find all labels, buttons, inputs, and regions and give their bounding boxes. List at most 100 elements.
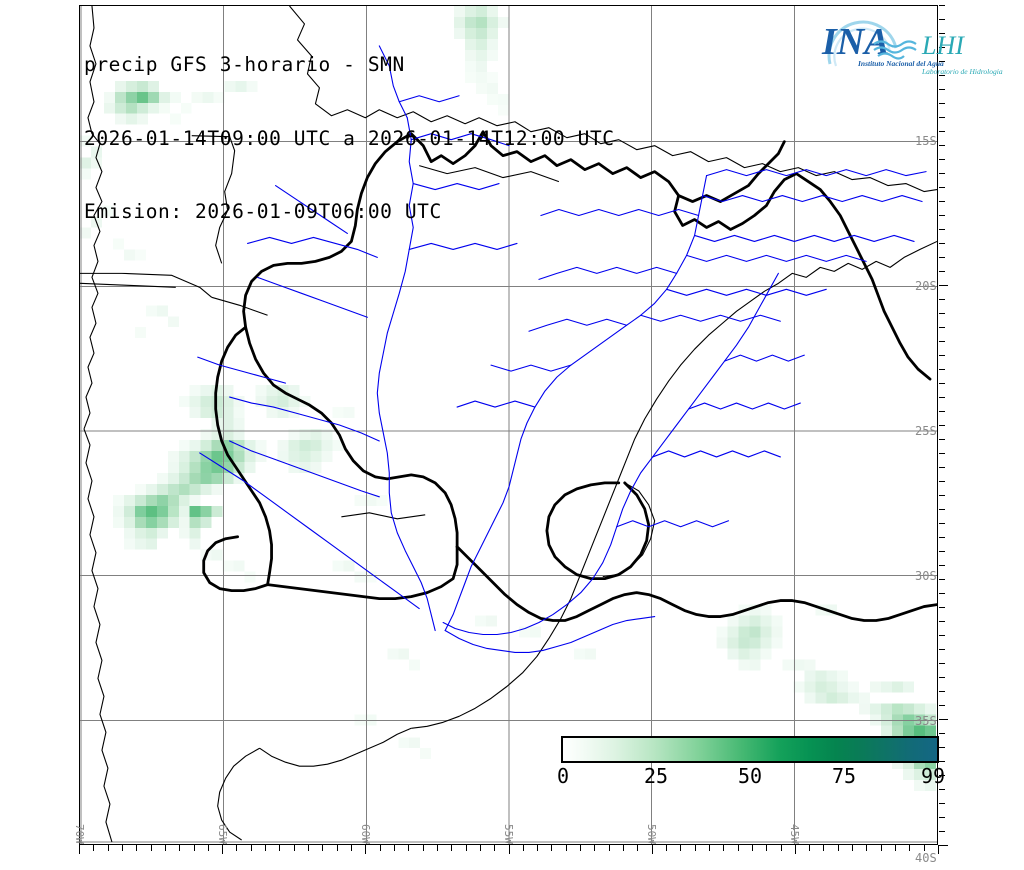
x-tick xyxy=(337,845,338,851)
title-line-2: 2026-01-14T09:00 UTC a 2026-01-14T12:00 … xyxy=(84,126,615,150)
precip-patch-chaco xyxy=(255,385,355,473)
y-tick xyxy=(939,467,945,468)
y-tick xyxy=(939,635,945,636)
x-tick xyxy=(380,845,381,851)
colorbar-tick-25: 25 xyxy=(643,764,669,788)
x-tick xyxy=(408,845,409,851)
y-tick xyxy=(939,75,945,76)
x-tick xyxy=(881,845,882,851)
y-tick xyxy=(939,453,945,454)
lat-label-35s: 35S xyxy=(915,714,937,728)
x-tick xyxy=(566,845,567,851)
colorbar-tick-0: 0 xyxy=(556,764,570,788)
x-tick xyxy=(609,845,610,851)
y-tick xyxy=(939,145,945,146)
y-tick xyxy=(939,117,945,118)
x-tick xyxy=(165,845,166,851)
lon-label-45w: 45W xyxy=(788,824,801,844)
x-tick xyxy=(723,845,724,851)
y-tick xyxy=(939,803,945,804)
y-tick xyxy=(939,523,945,524)
y-tick xyxy=(939,159,945,160)
y-tick xyxy=(939,173,945,174)
y-tick xyxy=(939,397,945,398)
colorbar-tick-75: 75 xyxy=(831,764,857,788)
lat-label-15s: 15S xyxy=(915,134,937,148)
y-tick xyxy=(939,719,948,720)
la-plata-basin-boundary xyxy=(202,130,937,622)
y-tick xyxy=(939,747,945,748)
lat-label-25s: 25S xyxy=(915,424,937,438)
x-tick xyxy=(423,845,424,851)
y-tick xyxy=(939,733,945,734)
x-tick xyxy=(652,845,653,854)
x-tick xyxy=(924,845,925,851)
x-tick xyxy=(151,845,152,851)
x-tick xyxy=(79,845,80,854)
y-tick xyxy=(939,649,945,650)
y-tick xyxy=(939,299,945,300)
lon-label-55w: 55W xyxy=(502,824,515,844)
y-tick xyxy=(939,355,945,356)
river-network xyxy=(197,45,927,654)
logo-ina-subtitle: Instituto Nacional del Agua xyxy=(857,59,944,68)
y-tick xyxy=(939,47,945,48)
x-tick xyxy=(709,845,710,851)
colorbar-tick-50: 50 xyxy=(737,764,763,788)
x-tick xyxy=(809,845,810,851)
x-tick xyxy=(365,845,366,854)
y-tick xyxy=(939,537,945,538)
logo-arc-outer xyxy=(827,20,898,65)
precipitation-colorbar[interactable]: 0 25 50 75 99 xyxy=(557,736,945,792)
y-tick xyxy=(939,705,945,706)
x-tick xyxy=(795,845,796,854)
y-tick xyxy=(939,187,945,188)
precip-field xyxy=(80,6,937,792)
y-tick xyxy=(939,565,945,566)
logo-graphic: INA LHI Instituto Nacional del Agua Labo… xyxy=(821,20,1003,76)
y-tick xyxy=(939,831,945,832)
y-tick xyxy=(939,33,945,34)
y-tick xyxy=(939,439,945,440)
y-tick xyxy=(939,495,945,496)
precip-patch-atlantic-offshore xyxy=(716,604,838,671)
x-tick xyxy=(294,845,295,851)
x-tick xyxy=(279,845,280,851)
y-tick xyxy=(939,383,945,384)
x-tick xyxy=(766,845,767,851)
y-tick xyxy=(939,341,945,342)
y-tick xyxy=(939,845,948,846)
map-gridlines xyxy=(80,6,937,844)
precip-patch-mato-grosso xyxy=(454,6,509,116)
x-tick xyxy=(194,845,195,851)
x-tick xyxy=(208,845,209,851)
x-tick xyxy=(466,845,467,851)
y-tick xyxy=(939,509,945,510)
x-tick xyxy=(823,845,824,851)
y-tick xyxy=(939,481,945,482)
y-tick xyxy=(939,817,945,818)
x-tick xyxy=(637,845,638,851)
x-tick xyxy=(122,845,123,851)
lon-label-65w: 65W xyxy=(216,824,229,844)
x-tick xyxy=(852,845,853,851)
logo-water-waves xyxy=(873,40,917,60)
x-tick xyxy=(623,845,624,851)
y-tick xyxy=(939,677,945,678)
y-tick xyxy=(939,19,945,20)
x-tick xyxy=(437,845,438,851)
y-tick xyxy=(939,313,945,314)
precip-patch-pampas xyxy=(332,494,596,760)
x-tick xyxy=(866,845,867,851)
y-tick xyxy=(939,551,945,552)
precipitation-map xyxy=(80,6,937,844)
x-tick xyxy=(695,845,696,851)
map-plot-area[interactable] xyxy=(79,5,938,845)
country-borders xyxy=(80,6,937,843)
y-tick xyxy=(939,243,945,244)
y-tick xyxy=(939,425,945,426)
y-tick xyxy=(939,131,945,132)
x-tick xyxy=(680,845,681,851)
colorbar-gradient xyxy=(561,736,939,763)
